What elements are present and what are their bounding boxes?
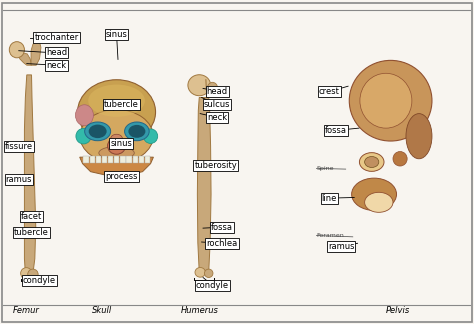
Text: Femur: Femur — [13, 306, 39, 315]
Text: fissure: fissure — [5, 142, 33, 151]
Ellipse shape — [125, 122, 149, 141]
Text: Foramen: Foramen — [317, 233, 344, 238]
Text: trochanter: trochanter — [35, 33, 79, 42]
Bar — [90, 156, 95, 163]
Text: ramus: ramus — [6, 175, 32, 184]
Ellipse shape — [359, 153, 384, 171]
Ellipse shape — [28, 269, 38, 279]
Text: sinus: sinus — [110, 139, 132, 148]
Ellipse shape — [195, 268, 205, 277]
Bar — [133, 156, 138, 163]
Text: process: process — [105, 172, 137, 181]
Text: neck: neck — [46, 61, 67, 70]
Ellipse shape — [144, 129, 158, 144]
Text: tubercle: tubercle — [14, 228, 49, 237]
Polygon shape — [31, 41, 41, 65]
Text: fossa: fossa — [325, 126, 347, 135]
Polygon shape — [25, 75, 36, 273]
Text: Skull: Skull — [92, 306, 112, 315]
Text: line: line — [321, 194, 337, 202]
Ellipse shape — [360, 73, 412, 128]
Ellipse shape — [75, 105, 93, 126]
Ellipse shape — [188, 75, 210, 96]
Bar — [83, 156, 89, 163]
Polygon shape — [19, 52, 31, 65]
Ellipse shape — [365, 192, 393, 212]
Text: head: head — [46, 49, 67, 57]
Polygon shape — [80, 157, 154, 176]
Text: crest: crest — [319, 87, 340, 96]
Ellipse shape — [85, 122, 110, 141]
Ellipse shape — [128, 125, 146, 138]
FancyBboxPatch shape — [2, 3, 472, 322]
Ellipse shape — [99, 146, 134, 159]
Text: Pelvis: Pelvis — [385, 306, 410, 315]
Bar — [108, 156, 113, 163]
Text: ramus: ramus — [328, 242, 354, 251]
Ellipse shape — [78, 80, 155, 144]
Bar — [120, 156, 126, 163]
Text: Humerus: Humerus — [180, 306, 218, 315]
Ellipse shape — [365, 156, 379, 168]
Bar — [96, 156, 101, 163]
Ellipse shape — [89, 124, 107, 138]
Text: sinus: sinus — [106, 30, 128, 39]
Text: condyle: condyle — [196, 281, 229, 290]
Text: tuberosity: tuberosity — [194, 161, 237, 170]
Bar — [114, 156, 119, 163]
Text: tubercle: tubercle — [104, 100, 139, 109]
Text: fossa: fossa — [211, 223, 233, 232]
Ellipse shape — [80, 110, 153, 163]
Ellipse shape — [393, 152, 407, 166]
Polygon shape — [197, 98, 211, 272]
Ellipse shape — [88, 85, 145, 117]
Text: Spine: Spine — [317, 166, 334, 171]
Ellipse shape — [204, 269, 213, 277]
Bar — [145, 156, 150, 163]
Ellipse shape — [406, 114, 432, 159]
Ellipse shape — [76, 128, 91, 144]
Ellipse shape — [108, 137, 126, 154]
Ellipse shape — [9, 42, 25, 58]
Text: head: head — [207, 87, 228, 96]
Text: neck: neck — [207, 113, 227, 122]
Text: facet: facet — [21, 212, 42, 221]
Ellipse shape — [110, 134, 122, 143]
Ellipse shape — [349, 60, 432, 141]
Bar — [102, 156, 107, 163]
Bar — [139, 156, 144, 163]
Text: condyle: condyle — [23, 276, 56, 285]
Text: sulcus: sulcus — [204, 100, 230, 109]
Ellipse shape — [207, 82, 218, 95]
Ellipse shape — [352, 178, 397, 210]
Text: rochlea: rochlea — [206, 239, 237, 248]
Bar — [127, 156, 132, 163]
Ellipse shape — [21, 268, 32, 279]
